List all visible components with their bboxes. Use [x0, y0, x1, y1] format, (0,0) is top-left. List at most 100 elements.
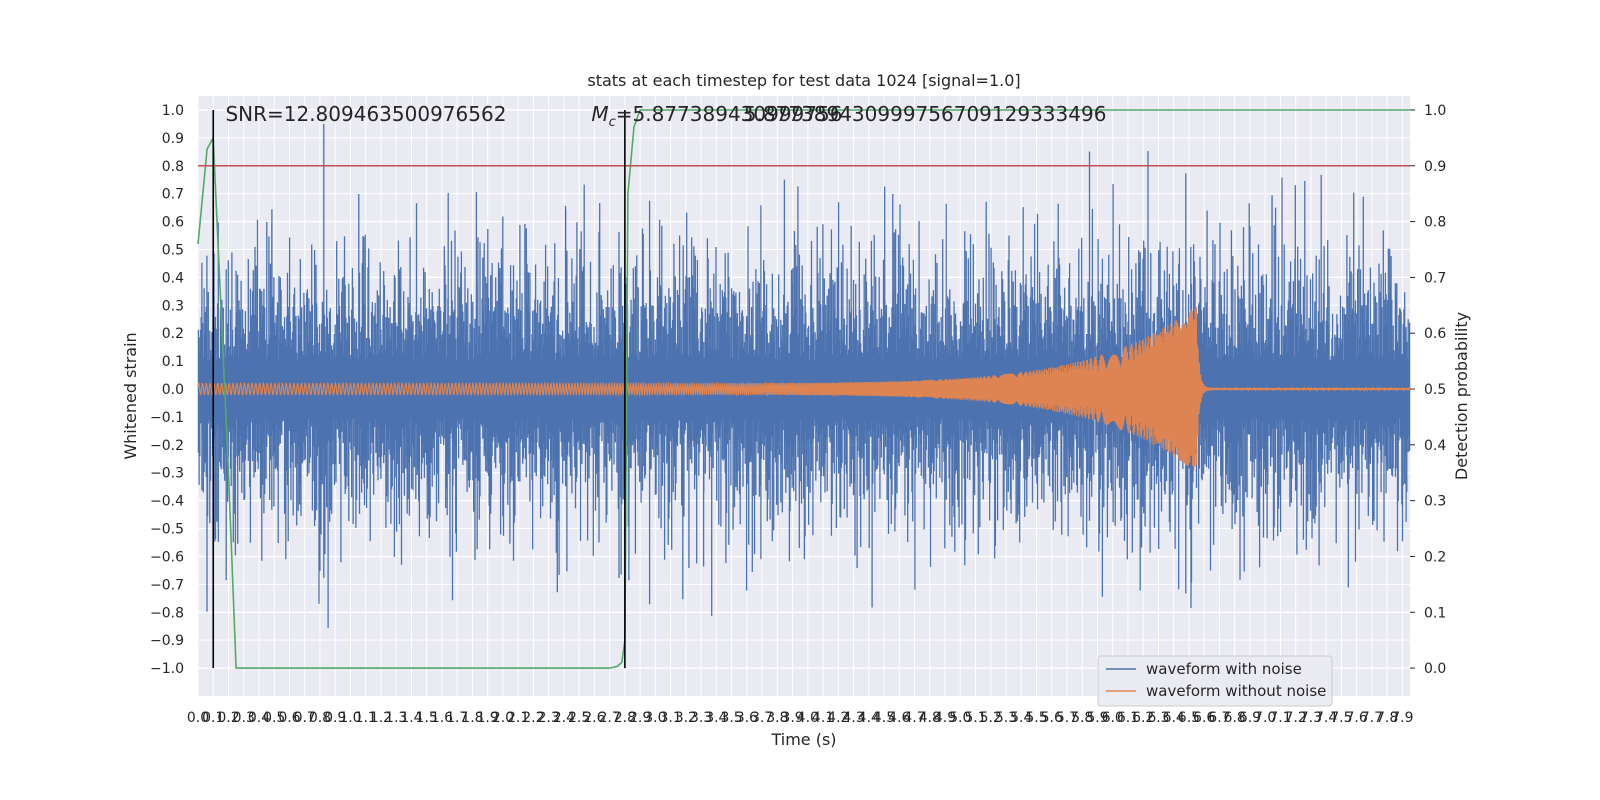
y2-tick-label: 1.0 [1424, 103, 1446, 119]
x-tick-label: 4.7 [903, 710, 925, 726]
x-tick-label: 3.6 [736, 710, 758, 726]
y2-tick-label: 0.4 [1424, 438, 1446, 454]
x-tick-label: 1.7 [446, 710, 468, 726]
x-tick-label: 5.1 [964, 710, 986, 726]
y2-tick-label: 0.0 [1424, 661, 1446, 677]
x-tick-label: 1.4 [400, 710, 422, 726]
x-tick-label: 6.1 [1117, 710, 1139, 726]
legend-label-noise: waveform with noise [1146, 660, 1302, 678]
x-tick-label: 7.3 [1300, 710, 1322, 726]
x-tick-label: 4.0 [797, 710, 819, 726]
x-tick-label: 5.9 [1086, 710, 1108, 726]
legend-label-clean: waveform without noise [1146, 682, 1326, 700]
x-tick-label: 0.9 [324, 710, 346, 726]
chirp-mass-subscript: c [609, 115, 616, 130]
x-tick-label: 6.0 [1102, 710, 1124, 726]
y2-axis-label: Detection probability [1452, 312, 1471, 480]
y2-tick-label: 0.5 [1424, 382, 1446, 398]
y-tick-label: 0.4 [162, 270, 184, 286]
x-tick-label: 6.6 [1193, 710, 1215, 726]
x-tick-label: 0.5 [263, 710, 285, 726]
x-tick-label: 7.5 [1330, 710, 1352, 726]
y2-tick-label: 0.6 [1424, 326, 1446, 342]
x-tick-label: 6.8 [1224, 710, 1246, 726]
x-tick-label: 0.0 [187, 710, 209, 726]
x-tick-label: 7.4 [1315, 710, 1337, 726]
x-tick-label: 2.8 [614, 710, 636, 726]
x-tick-label: 6.5 [1178, 710, 1200, 726]
y-tick-label: 0.7 [162, 187, 184, 203]
y-tick-label: −0.8 [150, 605, 184, 621]
x-tick-label: 3.0 [644, 710, 666, 726]
marker-layer [198, 109, 1410, 669]
y-tick-label: 0.9 [162, 131, 184, 147]
y-axis-label: Whitened strain [121, 332, 140, 459]
x-tick-label: 7.8 [1376, 710, 1398, 726]
y-tick-label: 0.0 [162, 382, 184, 398]
x-tick-label: 4.6 [888, 710, 910, 726]
x-tick-label: 2.4 [553, 710, 575, 726]
x-tick-label: 3.5 [720, 710, 742, 726]
x-tick-label: 6.2 [1132, 710, 1154, 726]
x-tick-label: 5.8 [1071, 710, 1093, 726]
x-tick-label: 4.8 [919, 710, 941, 726]
x-tick-label: 7.2 [1285, 710, 1307, 726]
x-tick-label: 1.0 [339, 710, 361, 726]
x-tick-label: 7.9 [1391, 710, 1413, 726]
legend-box [1097, 655, 1333, 707]
x-tick-label: 0.7 [294, 710, 316, 726]
x-tick-label: 0.1 [202, 710, 224, 726]
y-tick-label: −0.6 [150, 549, 184, 565]
x-tick-label: 4.5 [873, 710, 895, 726]
y-tick-label: −0.7 [150, 577, 184, 593]
x-tick-label: 6.7 [1208, 710, 1230, 726]
x-tick-label: 5.7 [1056, 710, 1078, 726]
x-tick-label: 7.6 [1346, 710, 1368, 726]
overlap-annotation: 5.877389430999756709129333496 [744, 102, 1107, 126]
snr-annotation: SNR=12.809463500976562 [225, 102, 506, 126]
x-tick-label: 2.1 [507, 710, 529, 726]
x-tick-label: 2.7 [598, 710, 620, 726]
x-tick-label: 2.0 [492, 710, 514, 726]
x-tick-label: 0.4 [248, 710, 270, 726]
x-tick-label: 2.9 [629, 710, 651, 726]
y-tick-label: 0.3 [162, 298, 184, 314]
y2-tick-label: 0.7 [1424, 270, 1446, 286]
y2-tick-label: 0.9 [1424, 159, 1446, 175]
legend: waveform with noise waveform without noi… [1097, 655, 1333, 707]
x-tick-label: 1.3 [385, 710, 407, 726]
y-tick-label: 0.8 [162, 159, 184, 175]
x-tick-label: 3.4 [705, 710, 727, 726]
y-tick-label: 0.5 [162, 242, 184, 258]
y2-tick-label: 0.3 [1424, 494, 1446, 510]
x-tick-label: 2.6 [583, 710, 605, 726]
y-tick-label: 0.1 [162, 354, 184, 370]
x-tick-label: 1.9 [477, 710, 499, 726]
x-tick-label: 4.9 [934, 710, 956, 726]
x-tick-label: 0.6 [278, 710, 300, 726]
chirp-mass-value: =5.877389430999756 [616, 102, 843, 126]
x-tick-label: 6.9 [1239, 710, 1261, 726]
x-tick-label: 0.3 [233, 710, 255, 726]
y-tick-label: −0.5 [150, 522, 184, 538]
x-tick-label: 4.2 [827, 710, 849, 726]
x-tick-label: 5.2 [980, 710, 1002, 726]
x-tick-label: 2.2 [522, 710, 544, 726]
x-tick-label: 7.7 [1361, 710, 1383, 726]
x-tick-label: 6.3 [1147, 710, 1169, 726]
x-tick-label: 3.1 [659, 710, 681, 726]
series-detection-probability [197, 109, 1410, 669]
x-tick-label: 3.9 [781, 710, 803, 726]
y-tick-label: −0.1 [150, 410, 184, 426]
x-tick-label: 5.5 [1025, 710, 1047, 726]
y-tick-label: −0.9 [150, 633, 184, 649]
y2-tick-label: 0.2 [1424, 549, 1446, 565]
chart-title: stats at each timestep for test data 102… [587, 71, 1020, 90]
x-tick-label: 7.0 [1254, 710, 1276, 726]
x-tick-label: 3.3 [690, 710, 712, 726]
x-tick-label: 1.2 [370, 710, 392, 726]
y-tick-label: −0.3 [150, 466, 184, 482]
x-tick-label: 5.3 [995, 710, 1017, 726]
x-tick-label: 7.1 [1269, 710, 1291, 726]
